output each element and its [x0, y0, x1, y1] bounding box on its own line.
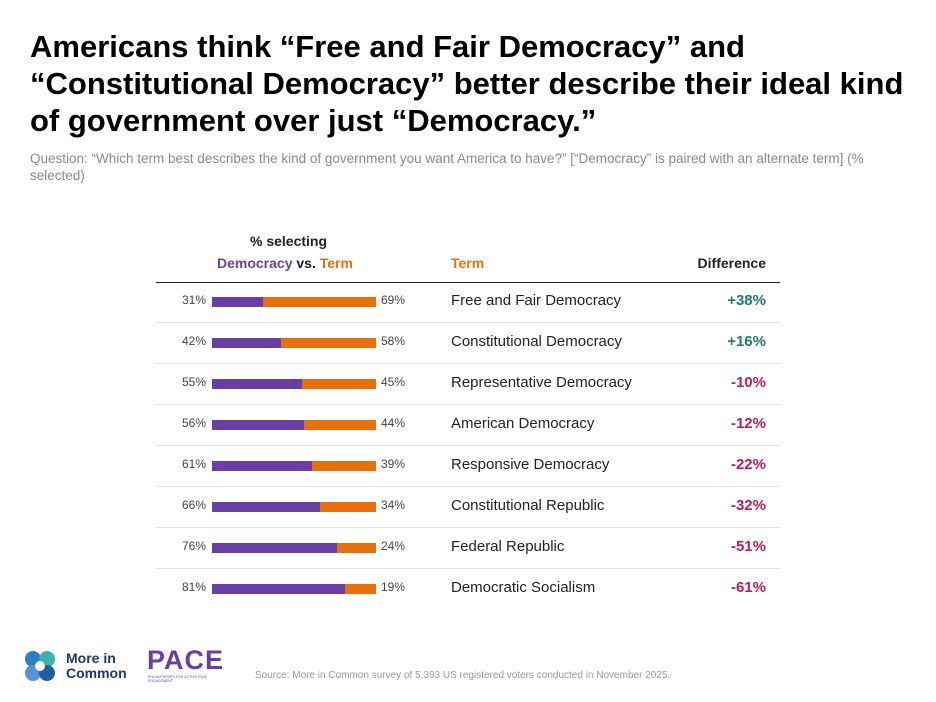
header-term: Term [319, 255, 353, 271]
term-bar-segment [320, 502, 376, 512]
stacked-bar [212, 297, 376, 307]
chart-row: 31% 69% Free and Fair Democracy +38% [156, 282, 780, 323]
header-democracy-vs-term: Democracy vs. Term [217, 255, 353, 271]
term-bar-segment [344, 584, 376, 594]
more-in-common-logo-text: More in Common [66, 651, 127, 681]
term-percent-label: 69% [381, 293, 406, 307]
stacked-bar [212, 543, 376, 553]
democracy-percent-label: 76% [181, 539, 206, 553]
term-bar-segment [262, 297, 376, 307]
chart-row: 61% 39% Responsive Democracy -22% [156, 446, 780, 487]
chart-row: 42% 58% Constitutional Democracy +16% [156, 323, 780, 364]
term-percent-label: 19% [381, 580, 406, 594]
stacked-bar [212, 379, 376, 389]
difference-value: -61% [730, 579, 766, 596]
term-bar-segment [312, 461, 376, 471]
democracy-bar-segment [212, 543, 337, 553]
democracy-percent-label: 66% [181, 498, 206, 512]
democracy-bar-segment [212, 584, 345, 594]
header-selecting: % selecting [250, 233, 328, 249]
chart-subtitle: Question: “Which term best describes the… [30, 151, 864, 183]
term-percent-label: 24% [381, 539, 406, 553]
democracy-bar-segment [212, 420, 304, 430]
term-bar-segment [336, 543, 376, 553]
term-label: Constitutional Republic [451, 497, 605, 514]
term-label: Constitutional Democracy [451, 333, 622, 350]
term-bar-segment [302, 379, 376, 389]
term-percent-label: 45% [381, 375, 406, 389]
stacked-bar [212, 461, 376, 471]
stacked-bar [212, 584, 376, 594]
difference-value: -51% [730, 538, 766, 555]
democracy-bar-segment [212, 338, 281, 348]
difference-value: -12% [730, 415, 766, 432]
democracy-bar-segment [212, 379, 303, 389]
stacked-bar [212, 502, 376, 512]
term-label: Federal Republic [451, 538, 565, 555]
pace-logo: PACE [147, 645, 225, 675]
democracy-percent-label: 31% [181, 293, 206, 307]
more-in-common-logo-icon [25, 651, 55, 681]
stacked-bar [212, 338, 376, 348]
democracy-bar-segment [212, 502, 321, 512]
difference-value: +16% [727, 333, 766, 350]
header-democracy: Democracy [217, 255, 293, 271]
pace-logo-subtitle: PHILANTHROPY FOR ACTIVE CIVIC ENGAGEMENT [148, 675, 208, 683]
democracy-bar-segment [212, 461, 313, 471]
term-label: Free and Fair Democracy [451, 292, 622, 309]
term-bar-segment [303, 420, 376, 430]
term-percent-label: 44% [381, 416, 406, 430]
chart-row: 76% 24% Federal Republic -51% [156, 528, 780, 569]
democracy-percent-label: 61% [181, 457, 206, 471]
source-note: Source: More in Common survey of 5,393 U… [255, 670, 671, 681]
chart-row: 81% 19% Democratic Socialism -61% [156, 569, 780, 609]
term-percent-label: 58% [381, 334, 406, 348]
term-percent-label: 34% [381, 498, 406, 512]
difference-value: -10% [730, 374, 766, 391]
term-label: Democratic Socialism [451, 579, 596, 596]
logo-line-1: More in [66, 650, 116, 666]
term-label: Responsive Democracy [451, 456, 610, 473]
header-difference: Difference [697, 255, 766, 271]
democracy-percent-label: 56% [181, 416, 206, 430]
term-label: Representative Democracy [451, 374, 632, 391]
chart-title: Americans think “Free and Fair Democracy… [30, 29, 904, 138]
header-vs: vs. [292, 255, 320, 271]
difference-value: +38% [727, 292, 766, 309]
header-term-column: Term [451, 255, 485, 271]
stacked-bar [212, 420, 376, 430]
democracy-bar-segment [212, 297, 263, 307]
term-label: American Democracy [451, 415, 595, 432]
term-bar-segment [280, 338, 376, 348]
difference-value: -22% [730, 456, 766, 473]
democracy-percent-label: 42% [181, 334, 206, 348]
header-divider [156, 282, 780, 283]
term-percent-label: 39% [381, 457, 406, 471]
chart-row: 56% 44% American Democracy -12% [156, 405, 780, 446]
chart-row: 55% 45% Representative Democracy -10% [156, 364, 780, 405]
difference-value: -32% [730, 497, 766, 514]
chart-rows: 31% 69% Free and Fair Democracy +38% 42% 58% C… [156, 282, 780, 609]
chart-row: 66% 34% Constitutional Republic -32% [156, 487, 780, 528]
democracy-percent-label: 81% [181, 580, 206, 594]
democracy-percent-label: 55% [181, 375, 206, 389]
logo-line-2: Common [66, 665, 127, 681]
